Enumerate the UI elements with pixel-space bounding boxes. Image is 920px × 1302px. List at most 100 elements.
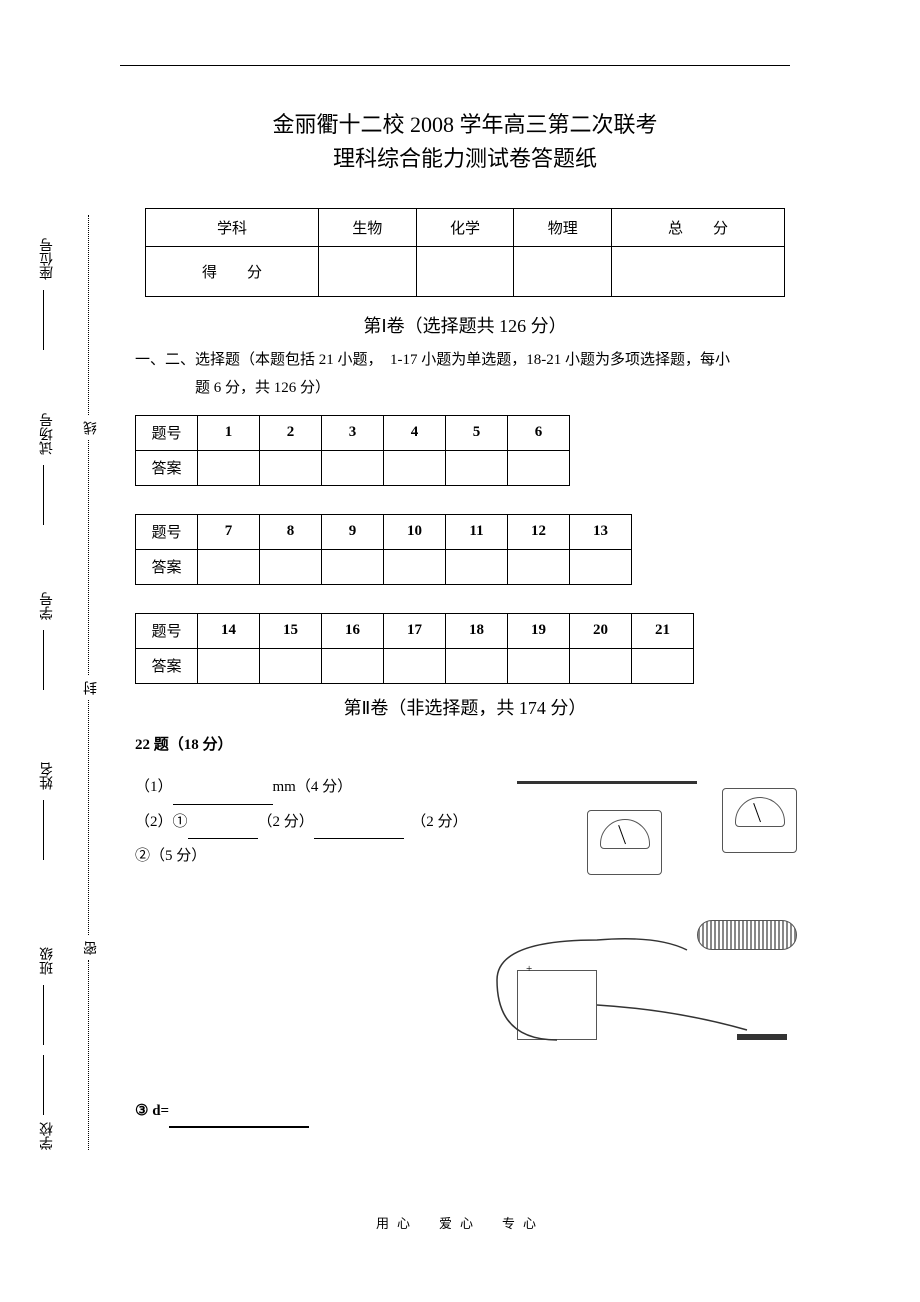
answer-cell — [322, 450, 384, 485]
col-header: 17 — [384, 613, 446, 648]
col-header: 14 — [198, 613, 260, 648]
answer-cell — [446, 648, 508, 683]
col-header: 题号 — [136, 514, 198, 549]
answer-cell — [198, 450, 260, 485]
dotted-divider — [88, 440, 89, 675]
col-header: 7 — [198, 514, 260, 549]
instruction-line1: 一、二、选择题（本题包括 21 小题， 1-17 小题为单选题，18-21 小题… — [135, 352, 730, 368]
table-row: 答案 — [136, 648, 694, 683]
side-label-class: 班级 — [38, 947, 58, 975]
table-row: 得 分 — [146, 246, 785, 296]
blank-field — [169, 1110, 309, 1128]
answer-cell — [260, 648, 322, 683]
side-marker-xian: 线 — [82, 421, 102, 435]
score-cell — [318, 246, 416, 296]
side-label-room: 试场号 — [38, 413, 58, 455]
q22-title-text: 22 题（18 分） — [135, 737, 233, 753]
answer-cell — [322, 648, 384, 683]
section2-title: 第Ⅱ卷（非选择题，共 174 分） — [135, 694, 795, 720]
col-header: 6 — [508, 415, 570, 450]
section1-title: 第Ⅰ卷（选择题共 126 分） — [135, 312, 795, 338]
table-row: 题号 7 8 9 10 11 12 13 — [136, 514, 632, 549]
col-header: 9 — [322, 514, 384, 549]
score-header: 生物 — [318, 208, 416, 246]
answer-table-1: 题号 1 2 3 4 5 6 答案 — [135, 415, 570, 486]
side-label-school: 学校 — [38, 1122, 58, 1150]
side-label-seat: 座位号 — [38, 238, 58, 280]
col-header: 19 — [508, 613, 570, 648]
q22-title: 22 题（18 分） — [135, 728, 795, 763]
table-row: 学科 生物 化学 物理 总 分 — [146, 208, 785, 246]
col-header: 10 — [384, 514, 446, 549]
doc-title-2: 理科综合能力测试卷答题纸 — [135, 141, 795, 173]
page-footer: 用心 爱心 专心 — [0, 1213, 920, 1232]
answer-table-3: 题号 14 15 16 17 18 19 20 21 答案 — [135, 613, 694, 684]
blank-field — [188, 821, 258, 839]
q22-sub3-label: ③ d= — [135, 1103, 169, 1119]
answer-cell — [384, 648, 446, 683]
q22-sub2-mid2: （2 分） — [419, 814, 468, 830]
col-header: 2 — [260, 415, 322, 450]
side-label-id: 学号 — [38, 592, 58, 620]
side-binding-area: 学校 班级 姓名 学号 试场号 座位号 密 封 线 — [30, 210, 100, 1150]
table-row: 答案 — [136, 450, 570, 485]
score-header: 物理 — [514, 208, 612, 246]
side-line — [43, 800, 44, 860]
side-label-name: 姓名 — [38, 762, 58, 790]
col-header: 题号 — [136, 415, 198, 450]
answer-cell — [570, 549, 632, 584]
wires-icon — [477, 780, 807, 1070]
score-label: 得 分 — [146, 246, 319, 296]
answer-cell — [198, 549, 260, 584]
score-header: 学科 — [146, 208, 319, 246]
col-header: 3 — [322, 415, 384, 450]
score-header: 总 分 — [612, 208, 785, 246]
dotted-divider — [88, 700, 89, 935]
col-header: 5 — [446, 415, 508, 450]
answer-cell — [322, 549, 384, 584]
answer-cell — [384, 450, 446, 485]
row-label: 答案 — [136, 648, 198, 683]
col-header: 13 — [570, 514, 632, 549]
q22-sub2-prefix: （2）① — [135, 814, 188, 830]
answer-cell — [260, 450, 322, 485]
dotted-divider — [88, 960, 89, 1150]
q22-sub1-suffix: mm（4 分） — [273, 779, 353, 795]
table-row: 题号 1 2 3 4 5 6 — [136, 415, 570, 450]
side-marker-feng: 封 — [82, 681, 102, 695]
col-header: 4 — [384, 415, 446, 450]
blank-field — [314, 821, 404, 839]
answer-cell — [198, 648, 260, 683]
side-line — [43, 985, 44, 1045]
col-header: 20 — [570, 613, 632, 648]
answer-cell — [446, 549, 508, 584]
col-header: 18 — [446, 613, 508, 648]
answer-cell — [508, 450, 570, 485]
score-cell — [612, 246, 785, 296]
row-label: 答案 — [136, 549, 198, 584]
side-line — [43, 465, 44, 525]
doc-title-1: 金丽衢十二校 2008 学年高三第二次联考 — [135, 110, 795, 141]
header-divider — [120, 65, 790, 66]
side-line — [43, 290, 44, 350]
instruction-text: 一、二、选择题（本题包括 21 小题， 1-17 小题为单选题，18-21 小题… — [135, 346, 795, 403]
document-body: 金丽衢十二校 2008 学年高三第二次联考 理科综合能力测试卷答题纸 学科 生物… — [135, 110, 795, 1128]
row-label: 答案 — [136, 450, 198, 485]
col-header: 16 — [322, 613, 384, 648]
score-header: 化学 — [416, 208, 514, 246]
answer-cell — [508, 648, 570, 683]
col-header: 1 — [198, 415, 260, 450]
answer-table-2: 题号 7 8 9 10 11 12 13 答案 — [135, 514, 632, 585]
table-row: 答案 — [136, 549, 632, 584]
blank-field — [173, 787, 273, 805]
answer-cell — [446, 450, 508, 485]
answer-cell — [260, 549, 322, 584]
side-line — [43, 1055, 44, 1115]
table-row: 题号 14 15 16 17 18 19 20 21 — [136, 613, 694, 648]
answer-cell — [508, 549, 570, 584]
col-header: 15 — [260, 613, 322, 648]
q22-sub1-prefix: （1） — [135, 779, 173, 795]
q22-sub2-mid1: （2 分） — [258, 814, 314, 830]
col-header: 8 — [260, 514, 322, 549]
answer-cell — [384, 549, 446, 584]
